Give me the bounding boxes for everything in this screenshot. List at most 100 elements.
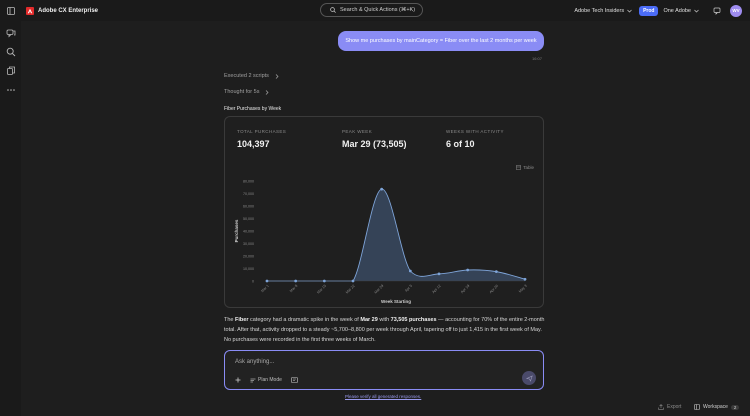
chat-icon[interactable]: [4, 26, 17, 39]
table-toggle-label: Table: [523, 165, 534, 170]
table-icon: [516, 165, 522, 170]
y-tick-label: 20,000: [243, 255, 254, 259]
workspace-icon: [694, 404, 700, 410]
x-tick-label: Apr 19: [460, 284, 470, 294]
composer-tools: Plan Mode: [235, 377, 298, 383]
plan-mode-label: Plan Mode: [258, 377, 282, 383]
workspace-selector[interactable]: One Adobe: [663, 8, 699, 14]
y-tick-label: 0: [252, 280, 254, 284]
y-axis-label: Purchases: [234, 219, 239, 242]
chevron-down-icon: [627, 9, 632, 12]
chat-composer[interactable]: Ask anything... Plan Mode: [224, 350, 544, 390]
org-selector[interactable]: Adobe Tech Insiders: [574, 8, 632, 14]
summary-text: with: [377, 317, 391, 323]
purchases-area-chart: 0 10,000 20,000 30,000 40,000 50,000 60,000 70,…: [234, 180, 528, 305]
export-icon: [658, 404, 664, 410]
send-icon: [525, 374, 533, 382]
library-icon[interactable]: [4, 64, 17, 77]
data-point: [466, 268, 470, 272]
chevron-down-icon: [694, 9, 699, 12]
x-tick-label: Mar 8: [289, 284, 298, 293]
plan-mode-button[interactable]: Plan Mode: [250, 377, 282, 383]
y-tick-label: 80,000: [243, 180, 254, 184]
workspace-count-badge: 2: [730, 404, 740, 410]
response-summary: The Fiber category had a dramatic spike …: [224, 315, 547, 345]
data-point: [265, 279, 269, 283]
summary-text: category had a dramatic spike in the wee…: [248, 317, 361, 323]
top-bar-left: Adobe CX Enterprise: [0, 0, 98, 21]
summary-bold: Fiber: [235, 317, 249, 323]
x-tick-label: Mar 29: [374, 284, 385, 295]
data-point: [523, 277, 527, 281]
data-point: [437, 272, 441, 276]
chat-input[interactable]: Ask anything...: [235, 359, 275, 365]
user-message-text: Show me purchases by mainCategory = Fibe…: [345, 38, 537, 44]
stat-label: Weeks with Activity: [446, 129, 504, 134]
search-icon[interactable]: [4, 45, 17, 58]
export-button[interactable]: Export: [658, 404, 681, 410]
y-tick-label: 50,000: [243, 217, 254, 221]
y-tick-label: 10,000: [243, 267, 254, 271]
workspace-label: Workspace: [703, 404, 728, 410]
executed-scripts-toggle[interactable]: Executed 2 scripts: [224, 73, 279, 79]
org-selector-label: Adobe Tech Insiders: [574, 7, 625, 14]
series-area: [267, 189, 525, 281]
thought-toggle[interactable]: Thought for 5s: [224, 89, 269, 95]
stat-label: Total Purchases: [237, 129, 287, 134]
verify-responses-link[interactable]: Please verify all generated responses.: [345, 394, 422, 399]
stat-peak-week: Peak Week Mar 29 (73,505): [342, 129, 407, 149]
main-content: Show me purchases by mainCategory = Fibe…: [21, 21, 750, 416]
notifications-icon[interactable]: [713, 7, 721, 15]
app-title[interactable]: Adobe CX Enterprise: [38, 7, 99, 14]
avatar[interactable]: WV: [730, 4, 742, 17]
quick-search[interactable]: Search & Quick Actions (⌘+K): [320, 3, 423, 17]
table-view-toggle[interactable]: Table: [516, 165, 534, 170]
sidebar-toggle-icon[interactable]: [0, 0, 21, 21]
data-point: [351, 279, 355, 283]
workspace-selector-label: One Adobe: [663, 7, 691, 14]
data-point: [408, 269, 412, 273]
chart-card: Total Purchases 104,397 Peak Week Mar 29…: [224, 116, 544, 308]
workspace-button[interactable]: Workspace 2: [694, 404, 740, 410]
x-tick-label: Mar 1: [260, 284, 269, 293]
chevron-right-icon: [275, 73, 279, 79]
send-button[interactable]: [522, 371, 536, 385]
data-point: [494, 270, 498, 274]
stat-total-purchases: Total Purchases 104,397: [237, 129, 286, 149]
stat-label: Peak Week: [342, 129, 373, 134]
more-icon[interactable]: [4, 83, 17, 96]
user-message-bubble: Show me purchases by mainCategory = Fibe…: [338, 31, 544, 51]
attachment-icon[interactable]: [291, 377, 298, 383]
x-tick-label: Apr 5: [404, 284, 413, 293]
stat-value: Mar 29 (73,505): [342, 139, 407, 149]
summary-bold: Mar 29: [360, 317, 378, 323]
data-point: [322, 279, 326, 283]
executed-scripts-label: Executed 2 scripts: [224, 73, 269, 79]
stat-value: 6 of 10: [446, 139, 475, 149]
search-icon: [330, 7, 336, 13]
summary-bold: 73,505 purchases: [390, 317, 437, 323]
left-rail: [0, 21, 21, 416]
message-timestamp: 16:07: [532, 56, 543, 61]
add-icon[interactable]: [235, 377, 241, 383]
summary-text: The: [224, 317, 236, 323]
top-bar: Adobe CX Enterprise Search & Quick Actio…: [0, 0, 750, 21]
stat-weeks-active: Weeks with Activity 6 of 10: [446, 129, 504, 149]
quick-search-label: Search & Quick Actions (⌘+K): [340, 7, 416, 13]
environment-badge[interactable]: Prod: [639, 5, 659, 16]
chevron-right-icon: [266, 89, 269, 95]
summary-text: — accounting for 70% of the entire 2-mon…: [224, 317, 545, 343]
y-tick-label: 60,000: [243, 205, 254, 209]
export-label: Export: [667, 404, 682, 410]
x-tick-label: Apr 12: [431, 284, 441, 294]
y-tick-label: 30,000: [243, 242, 254, 246]
x-tick-label: Apr 26: [489, 284, 499, 294]
data-point: [380, 187, 384, 191]
top-bar-right: Adobe Tech Insiders Prod One Adobe WV: [574, 0, 750, 21]
chart-heading: Fiber Purchases by Week: [224, 106, 282, 112]
y-tick-label: 40,000: [243, 230, 254, 234]
x-tick-label: May 3: [518, 284, 528, 294]
adobe-logo-icon[interactable]: [26, 6, 34, 15]
thought-label: Thought for 5s: [224, 89, 260, 95]
stat-value: 104,397: [237, 139, 270, 149]
